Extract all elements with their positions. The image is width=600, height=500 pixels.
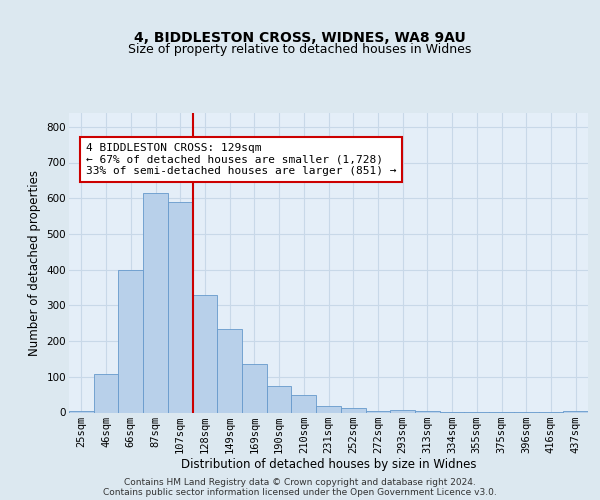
Bar xyxy=(94,374,118,412)
Bar xyxy=(193,296,217,412)
Bar xyxy=(390,410,415,412)
Text: 4, BIDDLESTON CROSS, WIDNES, WA8 9AU: 4, BIDDLESTON CROSS, WIDNES, WA8 9AU xyxy=(134,30,466,44)
Text: 4 BIDDLESTON CROSS: 129sqm
← 67% of detached houses are smaller (1,728)
33% of s: 4 BIDDLESTON CROSS: 129sqm ← 67% of deta… xyxy=(86,143,397,176)
Bar xyxy=(563,410,588,412)
Bar xyxy=(267,386,292,412)
Bar xyxy=(217,328,242,412)
Text: Size of property relative to detached houses in Widnes: Size of property relative to detached ho… xyxy=(128,44,472,57)
Bar xyxy=(365,410,390,412)
Bar xyxy=(242,364,267,412)
X-axis label: Distribution of detached houses by size in Widnes: Distribution of detached houses by size … xyxy=(181,458,476,471)
Bar xyxy=(118,270,143,412)
Bar xyxy=(143,193,168,412)
Bar xyxy=(292,394,316,412)
Bar xyxy=(168,202,193,412)
Text: Contains HM Land Registry data © Crown copyright and database right 2024.
Contai: Contains HM Land Registry data © Crown c… xyxy=(103,478,497,497)
Bar xyxy=(341,408,365,412)
Y-axis label: Number of detached properties: Number of detached properties xyxy=(28,170,41,356)
Bar xyxy=(316,406,341,412)
Bar xyxy=(69,410,94,412)
